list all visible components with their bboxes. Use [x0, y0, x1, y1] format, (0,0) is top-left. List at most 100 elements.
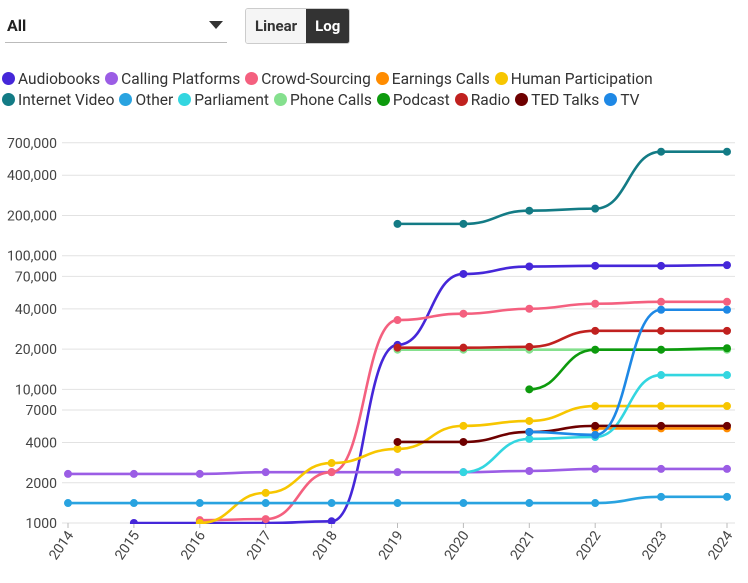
data-point [657, 305, 666, 314]
x-tick-label: 2016 [178, 528, 209, 563]
legend-label: Phone Calls [290, 90, 372, 109]
data-point [525, 427, 534, 436]
legend-label: Internet Video [18, 90, 115, 109]
data-point [393, 219, 402, 228]
data-point [723, 421, 731, 430]
y-tick-label: 4000 [26, 436, 58, 452]
data-point [657, 147, 666, 156]
x-tick-label: 2024 [705, 528, 736, 563]
x-tick-label: 2020 [442, 528, 473, 563]
data-point [723, 402, 731, 411]
series-line [199, 300, 727, 522]
series-line [529, 308, 727, 437]
dropdown[interactable]: All [5, 8, 227, 43]
legend-swatch [515, 93, 529, 106]
x-tick-label: 2017 [244, 528, 275, 563]
data-point [591, 345, 600, 354]
data-point [459, 437, 468, 446]
data-point [195, 499, 204, 508]
legend-label: TED Talks [531, 90, 600, 109]
x-tick-label: 2015 [112, 528, 143, 563]
legend-label: Calling Platforms [121, 69, 241, 88]
data-point [525, 342, 534, 351]
data-point [525, 206, 534, 215]
data-point [261, 468, 270, 477]
legend-item[interactable]: Human Participation [494, 69, 653, 88]
legend-item[interactable]: TED Talks [515, 90, 599, 109]
legend-label: Crowd-Sourcing [261, 69, 371, 88]
scale-button[interactable]: Log [306, 9, 350, 43]
data-point [723, 371, 731, 380]
data-point [657, 492, 666, 501]
data-point [657, 421, 666, 430]
legend: Audiobooks Calling Platforms Crowd-Sourcin… [2, 69, 692, 109]
legend-swatch [119, 93, 133, 106]
legend-item[interactable]: Audiobooks [2, 69, 100, 88]
data-point [591, 430, 600, 439]
y-tick-label: 70,000 [15, 269, 57, 285]
legend-item[interactable]: Phone Calls [274, 90, 372, 109]
x-tick-label: 2021 [507, 528, 538, 563]
legend-swatch [105, 72, 119, 85]
y-tick-label: 10,000 [15, 382, 57, 398]
y-tick-label: 200,000 [7, 208, 57, 224]
data-point [327, 468, 336, 477]
data-point [525, 434, 534, 443]
data-point [459, 269, 468, 278]
scale-button[interactable]: Linear [246, 9, 307, 43]
legend-swatch [274, 93, 287, 106]
series-line [133, 263, 728, 524]
y-tick-label: 20,000 [15, 342, 57, 358]
data-point [327, 499, 336, 508]
x-tick-label: 2018 [310, 528, 341, 563]
data-point [723, 464, 731, 473]
legend-item[interactable]: Internet Video [2, 90, 114, 109]
legend-item[interactable]: Podcast [376, 90, 450, 109]
data-point [327, 517, 336, 524]
data-point [261, 515, 270, 524]
data-point [525, 304, 534, 313]
data-point [393, 499, 402, 508]
x-tick-label: 2023 [639, 528, 670, 563]
data-point [459, 343, 468, 352]
series-layer [64, 147, 731, 524]
data-point [393, 437, 402, 446]
dropdown-value: All [7, 16, 27, 35]
legend-label: Earnings Calls [391, 69, 490, 88]
y-tick-label: 1000 [26, 516, 58, 532]
data-point [591, 421, 600, 430]
data-point [591, 299, 600, 308]
legend-label: TV [620, 90, 640, 109]
data-point [525, 416, 534, 425]
x-tick-label: 2019 [376, 528, 407, 563]
y-tick-label: 40,000 [15, 302, 57, 318]
data-point [657, 464, 666, 473]
data-point [129, 499, 138, 508]
data-point [393, 343, 402, 352]
legend-item[interactable]: Other [119, 90, 173, 109]
legend-item[interactable]: Earnings Calls [375, 69, 490, 88]
legend-item[interactable]: TV [604, 90, 640, 109]
data-point [657, 402, 666, 411]
legend-label: Human Participation [510, 69, 653, 88]
series-line [397, 329, 727, 349]
legend-swatch [376, 93, 390, 106]
legend-item[interactable]: Radio [454, 90, 510, 109]
data-point [591, 464, 600, 473]
data-point [459, 421, 468, 430]
data-point [393, 468, 402, 477]
legend-label: Other [135, 90, 174, 109]
data-point [525, 385, 534, 394]
legend-item[interactable]: Parliament [178, 90, 269, 109]
legend-label: Audiobooks [18, 69, 101, 88]
scale-toggle: Linear Log [245, 8, 351, 44]
data-point [723, 297, 731, 306]
data-point [459, 499, 468, 508]
data-point [723, 344, 731, 353]
x-tick-label: 2022 [573, 528, 604, 563]
data-point [195, 469, 204, 478]
legend-swatch [375, 72, 389, 85]
legend-item[interactable]: Crowd-Sourcing [245, 69, 371, 88]
legend-item[interactable]: Calling Platforms [105, 69, 240, 88]
